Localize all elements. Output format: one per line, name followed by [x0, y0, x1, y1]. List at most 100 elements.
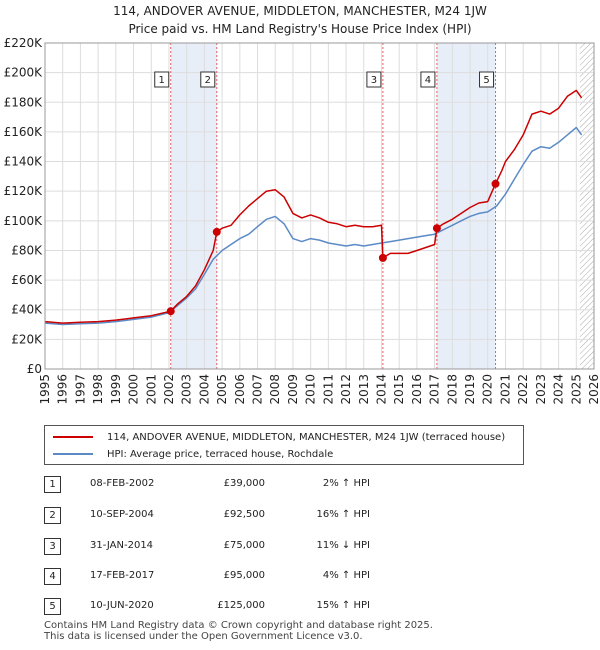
- transaction-hpi-change: 16% ↑ HPI: [316, 509, 370, 520]
- price-chart: 1 2 3 4 5 £0 £20K £40K £60K £80K £100K £120K £140K £1…: [4, 36, 600, 405]
- x-tick-label: 2020: [481, 374, 495, 405]
- sale-marker-label: 2: [200, 71, 216, 88]
- transaction-row: 4 17-FEB-2017 £95,000 4% ↑ HPI: [0, 568, 600, 586]
- legend-swatch-hpi: [53, 453, 93, 455]
- sale-marker-label: 4: [420, 71, 436, 88]
- sale-point: [378, 253, 387, 262]
- sale-point: [212, 227, 221, 236]
- x-tick-label: 1999: [109, 374, 123, 405]
- plot-area: [45, 43, 594, 369]
- x-tick-label: 2000: [127, 374, 141, 405]
- x-tick-label: 2016: [410, 374, 424, 405]
- x-tick-label: 2005: [215, 374, 229, 405]
- sale-period-band: [436, 43, 496, 369]
- x-tick-label: 2013: [357, 374, 371, 405]
- x-tick-label: 2001: [144, 374, 158, 405]
- transaction-row: 5 10-JUN-2020 £125,000 15% ↑ HPI: [0, 598, 600, 616]
- y-tick-label: £80K: [11, 243, 43, 257]
- x-tick-label: 2024: [552, 374, 566, 405]
- chart-subtitle: Price paid vs. HM Land Registry's House …: [128, 22, 472, 36]
- y-tick-label: £100K: [4, 214, 44, 228]
- chart-title-address: 114, ANDOVER AVENUE, MIDDLETON, MANCHEST…: [113, 4, 487, 18]
- transaction-row: 2 10-SEP-2004 £92,500 16% ↑ HPI: [0, 507, 600, 525]
- x-tick-label: 2006: [233, 374, 247, 405]
- sale-period-band: [170, 43, 217, 369]
- sale-marker-label: 1: [154, 71, 170, 88]
- sale-marker-box: [366, 71, 382, 88]
- x-tick-label: 2002: [162, 374, 176, 405]
- x-tick-label: 2019: [463, 374, 477, 405]
- x-tick-label: 2011: [321, 374, 335, 405]
- sale-marker-label: 3: [366, 71, 382, 88]
- x-tick-label: 2004: [197, 374, 211, 405]
- x-tick-label: 1995: [38, 374, 52, 405]
- transaction-hpi-change: 15% ↑ HPI: [316, 600, 370, 611]
- x-tick-label: 1997: [73, 374, 87, 405]
- forecast-hatch: [579, 43, 594, 369]
- y-tick-label: £200K: [4, 66, 44, 80]
- transaction-hpi-change: 4% ↑ HPI: [322, 570, 370, 581]
- x-tick-label: 2014: [374, 374, 388, 405]
- sale-marker-box: [420, 71, 436, 88]
- chart-legend: 114, ANDOVER AVENUE, MIDDLETON, MANCHEST…: [44, 425, 524, 465]
- sale-marker-number: 3: [371, 75, 377, 86]
- transaction-row: 3 31-JAN-2014 £75,000 11% ↓ HPI: [0, 538, 600, 556]
- sale-marker-number: 1: [159, 75, 165, 86]
- legend-label-hpi: HPI: Average price, terraced house, Roch…: [107, 448, 334, 460]
- y-tick-label: £180K: [4, 95, 44, 109]
- y-tick-label: £220K: [4, 36, 44, 50]
- x-tick-label: 2003: [180, 374, 194, 405]
- x-tick-label: 2015: [392, 374, 406, 405]
- sale-marker-label: 5: [479, 71, 495, 88]
- transaction-number: 1: [44, 476, 61, 493]
- transaction-price: £95,000: [223, 570, 265, 581]
- x-tick-label: 2018: [445, 374, 459, 405]
- transaction-row: 1 08-FEB-2002 £39,000 2% ↑ HPI: [0, 476, 600, 494]
- transaction-number: 5: [44, 598, 61, 615]
- x-tick-label: 2021: [498, 374, 512, 405]
- x-tick-label: 2017: [428, 374, 442, 405]
- x-tick-label: 1998: [91, 374, 105, 405]
- transaction-price: £92,500: [223, 509, 265, 520]
- transaction-price: £75,000: [223, 540, 265, 551]
- x-tick-label: 1996: [56, 374, 70, 405]
- transaction-number: 2: [44, 507, 61, 524]
- sale-point: [166, 307, 175, 316]
- legend-item-hpi: HPI: Average price, terraced house, Roch…: [53, 446, 333, 462]
- transaction-date: 08-FEB-2002: [90, 478, 155, 489]
- x-tick-label: 2010: [304, 374, 318, 405]
- y-tick-label: £0: [27, 362, 42, 376]
- transaction-number: 4: [44, 568, 61, 585]
- transaction-date: 10-JUN-2020: [90, 600, 154, 611]
- series-line-property: [44, 89, 583, 324]
- transaction-price: £39,000: [223, 478, 265, 489]
- sale-marker-number: 4: [425, 75, 431, 86]
- sale-marker-box: [154, 71, 170, 88]
- y-tick-label: £20K: [11, 332, 43, 346]
- y-tick-label: £160K: [4, 125, 44, 139]
- x-tick-label: 2008: [268, 374, 282, 405]
- footer-licence: This data is licensed under the Open Gov…: [44, 631, 363, 642]
- legend-swatch-property: [53, 436, 93, 438]
- transaction-number: 3: [44, 538, 61, 555]
- legend-item-property: 114, ANDOVER AVENUE, MIDDLETON, MANCHEST…: [53, 429, 505, 445]
- x-tick-label: 2012: [339, 374, 353, 405]
- legend-label-property: 114, ANDOVER AVENUE, MIDDLETON, MANCHEST…: [107, 431, 506, 443]
- sale-marker-number: 5: [483, 75, 489, 86]
- transaction-hpi-change: 2% ↑ HPI: [322, 478, 370, 489]
- footer-copyright: Contains HM Land Registry data © Crown c…: [44, 620, 433, 631]
- x-tick-label: 2007: [251, 374, 265, 405]
- footer-notice: Contains HM Land Registry data © Crown c…: [44, 620, 433, 642]
- plot-frame: [44, 42, 595, 370]
- sale-point: [491, 179, 500, 188]
- sale-marker-box: [200, 71, 216, 88]
- x-tick-label: 2009: [286, 374, 300, 405]
- sale-marker-box: [479, 71, 495, 88]
- y-tick-label: £40K: [11, 303, 43, 317]
- x-tick-label: 2025: [569, 374, 583, 405]
- x-tick-label: 2026: [587, 374, 600, 405]
- x-tick-label: 2022: [516, 374, 530, 405]
- y-tick-label: £140K: [4, 155, 44, 169]
- y-tick-label: £60K: [11, 273, 43, 287]
- transaction-hpi-change: 11% ↓ HPI: [316, 540, 370, 551]
